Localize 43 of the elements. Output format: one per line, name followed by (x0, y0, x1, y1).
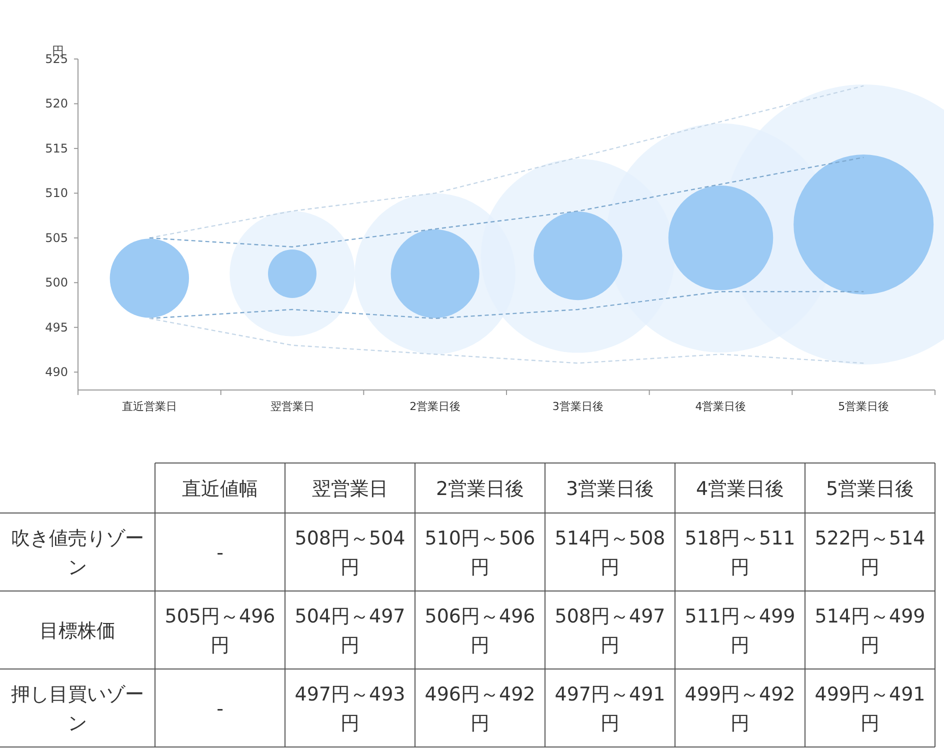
text: 497円～493円 (294, 684, 406, 734)
x-tick-label: 4営業日後 (696, 478, 784, 500)
text: 514円～499円 (814, 606, 926, 656)
x-tick-label: 5営業日後 (838, 400, 890, 413)
x-tick-label: 3営業日後 (552, 400, 604, 413)
y-tick-label: 目標株価 (40, 620, 116, 642)
text: 518円～511円 (684, 528, 796, 578)
text: 514円～508円 (554, 528, 666, 578)
x-tick-label: 直近値幅 (182, 478, 258, 500)
y-tick-label: 495 (45, 320, 68, 334)
y-tick-label: 吹き値売りゾーン (11, 528, 144, 578)
y-tick-label: 490 (45, 365, 68, 380)
y-tick-label: 520 (45, 96, 68, 111)
y-tick-label: 押し目買いゾーン (11, 684, 144, 734)
x-tick-label: 3営業日後 (566, 478, 654, 500)
y-tick-label: 510 (45, 186, 68, 200)
text: 506円～496円 (424, 606, 536, 656)
x-tick-label: 翌営業日 (312, 478, 388, 500)
text: - (216, 542, 224, 564)
text: 511円～499円 (684, 606, 796, 656)
y-tick-label: 500 (45, 276, 68, 290)
y-tick-label: 505 (45, 230, 68, 245)
line-series (148, 156, 864, 248)
line-series (148, 85, 864, 239)
line-series (148, 318, 864, 364)
x-tick-label: 5営業日後 (826, 478, 914, 500)
text: 496円～492円 (424, 684, 536, 734)
text: 499円～491円 (814, 684, 926, 734)
text: 508円～504円 (294, 528, 406, 578)
text: 504円～497円 (294, 606, 406, 656)
text: 508円～497円 (554, 606, 666, 656)
text: - (216, 698, 224, 720)
x-tick-label: 2営業日後 (410, 400, 461, 413)
text: 499円～492円 (684, 684, 796, 734)
text: 522円～514円 (814, 528, 926, 578)
y-tick-label: 515 (45, 141, 68, 156)
x-tick-label: 直近営業日 (122, 400, 177, 413)
text: 505円～496円 (164, 606, 276, 656)
x-tick-label: 翌営業日 (270, 400, 314, 413)
x-tick-label: 2営業日後 (436, 478, 524, 500)
x-tick-label: 4営業日後 (695, 400, 746, 413)
text: 497円～491円 (554, 684, 666, 734)
text: 510円～506円 (424, 528, 536, 578)
